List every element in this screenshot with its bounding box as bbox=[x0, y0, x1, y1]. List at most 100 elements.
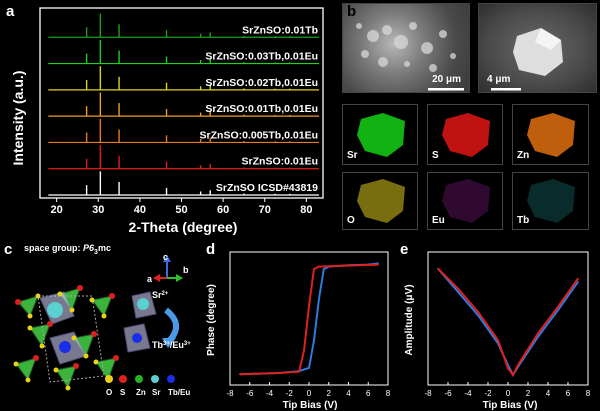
amplitude-point bbox=[457, 287, 459, 290]
space-group-prefix: space group: bbox=[24, 243, 84, 253]
xrd-series-4: SrZnSO:0.005Tb,0.01Eu bbox=[48, 118, 319, 144]
panel-b-letter: b bbox=[347, 3, 357, 20]
crystal-structure-diagram: c a b bbox=[13, 252, 191, 397]
amplitude-ylabel: Amplitude (μV) bbox=[404, 284, 415, 355]
xrd-series-5: SrZnSO:0.01Eu bbox=[48, 145, 319, 170]
sem-image-high-mag: 4 μm bbox=[478, 3, 597, 93]
amplitude-xtick-label: 0 bbox=[506, 389, 511, 398]
amplitude-xlabel: Tip Bias (V) bbox=[483, 400, 538, 411]
panel-c-letter: c bbox=[4, 241, 13, 258]
phase-point bbox=[278, 372, 281, 374]
legend-atom-sr bbox=[151, 375, 159, 383]
scale-label-20um: 20 μm bbox=[432, 74, 461, 85]
phase-point bbox=[337, 265, 340, 267]
phase-chart: Phase (degree) Tip Bias (V) -8 -6 -4 -2 0 2 4 6… bbox=[206, 251, 391, 411]
phase-ylabel: Phase (degree) bbox=[206, 284, 217, 356]
eds-map-s: S bbox=[427, 104, 503, 165]
xrd-series-3: SrZnSO:0.01Tb,0.01Eu bbox=[48, 92, 319, 117]
amplitude-point bbox=[512, 374, 514, 376]
xrd-series-label: SrZnSO:0.01Eu bbox=[242, 156, 318, 168]
amplitude-point bbox=[477, 314, 479, 316]
substitution-illustration: Sr2+ Tb3+/Eu3+ bbox=[123, 290, 191, 353]
phase-point bbox=[298, 370, 300, 373]
axis-b-label: b bbox=[183, 265, 189, 275]
legend-atom-tb-eu bbox=[167, 375, 175, 383]
amplitude-point bbox=[557, 306, 559, 308]
eds-map-o: O bbox=[342, 172, 418, 230]
xrd-series-0: SrZnSO:0.01Tb bbox=[48, 13, 319, 38]
axis-c-label: c bbox=[163, 252, 168, 262]
amplitude-series-0 bbox=[437, 267, 579, 378]
amplitude-xtick-label: -4 bbox=[464, 389, 472, 398]
sr-ion-label: Sr2+ bbox=[152, 290, 169, 300]
legend-label: Zn bbox=[136, 388, 146, 397]
xrd-series-label: SrZnSO:0.005Tb,0.01Eu bbox=[200, 129, 318, 141]
amplitude-point bbox=[457, 291, 459, 293]
panel-a-letter: a bbox=[6, 3, 15, 20]
phase-series-1 bbox=[239, 263, 379, 376]
xrd-series-label: SrZnSO:0.01Tb,0.01Eu bbox=[205, 103, 318, 115]
amplitude-xtick-label: 8 bbox=[586, 389, 591, 398]
phase-point bbox=[357, 264, 360, 267]
amplitude-point bbox=[537, 335, 539, 338]
legend-label: S bbox=[120, 388, 126, 397]
phase-xtick-label: 4 bbox=[346, 389, 351, 398]
map-label-zn: Zn bbox=[517, 150, 530, 161]
phase-xlabel: Tip Bias (V) bbox=[283, 400, 338, 411]
xrd-series-label: SrZnSO:0.03Tb,0.01Eu bbox=[205, 51, 318, 63]
xrd-series-1: SrZnSO:0.03Tb,0.01Eu bbox=[48, 39, 319, 65]
phase-xtick-label: -8 bbox=[226, 389, 234, 398]
xrd-chart: Intensity (a.u.) 2-Theta (degree) SrZnSO… bbox=[10, 7, 324, 235]
legend-label: O bbox=[106, 388, 112, 397]
amplitude-point bbox=[517, 364, 519, 366]
xrd-xtick-label: 40 bbox=[134, 204, 146, 216]
amplitude-point bbox=[537, 332, 539, 335]
xrd-xtick-label: 50 bbox=[175, 204, 187, 216]
legend-atom-zn bbox=[135, 375, 143, 383]
xrd-series-6: SrZnSO ICSD#43819 bbox=[48, 171, 319, 196]
map-label-o: O bbox=[347, 215, 355, 226]
phase-point bbox=[303, 349, 305, 351]
amplitude-point bbox=[507, 367, 509, 370]
map-label-sr: Sr bbox=[347, 150, 358, 161]
phase-point bbox=[318, 298, 320, 301]
phase-xtick-label: -6 bbox=[246, 389, 254, 398]
amplitude-xtick-label: -8 bbox=[424, 389, 432, 398]
legend-atom-o bbox=[105, 375, 113, 383]
map-label-eu: Eu bbox=[432, 215, 445, 226]
phase-xtick-label: 6 bbox=[366, 389, 371, 398]
amplitude-xtick-label: 2 bbox=[526, 389, 531, 398]
space-group-subscript: 3 bbox=[94, 248, 98, 256]
xrd-series-label: SrZnSO:0.01Tb bbox=[242, 24, 318, 36]
atom-legend: O S Zn Sr Tb/Eu bbox=[105, 375, 190, 397]
amplitude-xtick-label: 6 bbox=[566, 389, 571, 398]
space-group-suffix: mc bbox=[97, 243, 111, 253]
phase-xtick-label: 8 bbox=[386, 389, 391, 398]
sem-image-low-mag: 20 μm bbox=[342, 3, 470, 93]
phase-point bbox=[308, 305, 310, 307]
scale-label-4um: 4 μm bbox=[487, 74, 511, 85]
legend-label: Tb/Eu bbox=[168, 388, 190, 397]
eds-map-tb: Tb bbox=[512, 172, 589, 230]
xrd-xtick-label: 70 bbox=[259, 204, 271, 216]
xrd-series-label: SrZnSO ICSD#43819 bbox=[216, 182, 318, 194]
amplitude-xtick-label: -2 bbox=[484, 389, 492, 398]
phase-point bbox=[313, 268, 315, 270]
unit-cell bbox=[13, 285, 119, 391]
xrd-ylabel: Intensity (a.u.) bbox=[10, 71, 26, 166]
xrd-xtick-label: 60 bbox=[217, 204, 229, 216]
amplitude-point bbox=[557, 309, 559, 311]
panel-e-letter: e bbox=[400, 241, 409, 258]
tb-eu-ion-label: Tb3+/Eu3+ bbox=[152, 340, 191, 350]
phase-xtick-label: 0 bbox=[307, 389, 312, 398]
phase-point bbox=[308, 367, 310, 369]
phase-point bbox=[258, 372, 261, 375]
phase-point bbox=[239, 373, 241, 376]
axes-indicator: c a b bbox=[147, 252, 189, 284]
map-label-s: S bbox=[432, 150, 439, 161]
xrd-xtick-label: 30 bbox=[92, 204, 104, 216]
xrd-xtick-label: 20 bbox=[51, 204, 63, 216]
xrd-series-2: SrZnSO:0.02Tb,0.01Eu bbox=[48, 66, 319, 91]
amplitude-point bbox=[477, 311, 479, 313]
phase-series-0 bbox=[239, 262, 379, 376]
